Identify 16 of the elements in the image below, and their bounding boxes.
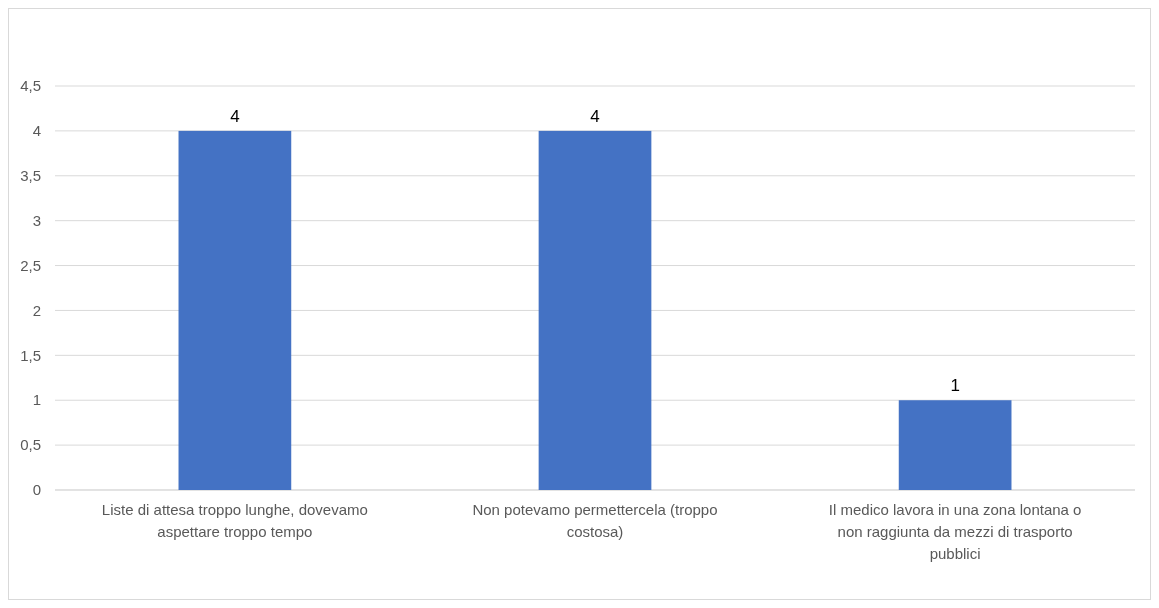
y-tick-label: 2,5 — [20, 256, 41, 274]
y-tick-label: 4 — [32, 122, 41, 140]
data-label: 4 — [590, 106, 600, 126]
y-tick-label: 0 — [32, 481, 41, 499]
data-label: 4 — [230, 106, 240, 126]
y-tick-label: 0,5 — [20, 436, 41, 454]
y-tick-label: 2 — [32, 301, 41, 319]
x-tick-label: Il medico lavora in una zona lontana o non raggiunta da mezzi di trasporto pubblici — [828, 501, 1082, 562]
y-tick-label: 1,5 — [20, 346, 41, 364]
x-tick-label: Liste di attesa troppo lunghe, dovevamo aspettare troppo tempo — [101, 501, 368, 540]
y-tick-label: 1 — [32, 391, 41, 409]
y-tick-label: 3,5 — [20, 167, 41, 185]
data-label: 1 — [950, 376, 960, 396]
x-tick-label: Non potevamo permettercela (troppo costosa) — [472, 501, 718, 540]
y-tick-label: 3 — [32, 211, 41, 229]
y-tick-label: 4,5 — [20, 77, 41, 95]
